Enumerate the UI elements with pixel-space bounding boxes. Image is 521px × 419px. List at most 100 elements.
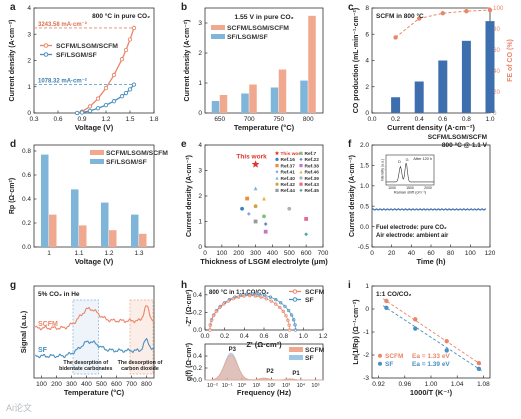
legend-marker [378, 353, 382, 358]
x-tick-label: 1.3 [134, 250, 143, 257]
y-tick-label: 1 [365, 283, 369, 290]
panel-a: a 0.3 0.6 0.9 1.2 1.5 1.8 Voltage (V) 0 1 2 3 4 Curre… [9, 2, 159, 132]
series-1-point [119, 94, 125, 99]
watermark: Ai论文 [6, 403, 33, 413]
stability-line [371, 208, 487, 211]
x-tick-label: 0.0 [367, 116, 376, 123]
legend-swatch [289, 355, 303, 360]
y-axis-label: Current density (A·cm⁻²) [184, 20, 191, 102]
series-1-point [95, 106, 101, 111]
drt-scfm-area [204, 354, 323, 381]
y-tick-label: 1.0 [360, 183, 369, 190]
y-tick-label: 0 [365, 306, 369, 313]
y-tick-label: 2.0 [360, 142, 369, 149]
x-tick-label: 200 [233, 250, 244, 257]
bar-1.3-1 [139, 233, 147, 247]
bar-1.2-1 [109, 230, 117, 247]
inset-peak-g: G [406, 158, 409, 162]
series-0-point [131, 25, 137, 31]
x-tick-label: 0.8 [279, 333, 288, 340]
panel-c: c 0.0 0.2 0.4 0.6 0.8 1.0 Current density (A·cm… [348, 2, 514, 132]
x-tick-label: 700 [126, 381, 137, 388]
x-tick-label: 1.8 [149, 116, 158, 123]
y-tick-label: 3 [198, 20, 202, 27]
x-tick-label: 20 [388, 250, 396, 257]
x-tick-label: 700 [244, 116, 255, 123]
inset-x-tick: 1000 [388, 186, 396, 190]
x-tick-label: 1 [47, 250, 51, 257]
inset-raman-line [386, 162, 434, 183]
x-tick-label: 0.2 [391, 116, 400, 123]
y-axis-label: Current density (A·cm⁻²) [186, 155, 193, 237]
x-axis-label: Current density (A·cm⁻²) [387, 123, 475, 132]
series-0-point [444, 339, 449, 344]
legend-label: Ref.43 [305, 182, 320, 188]
series-0-point [119, 57, 125, 62]
x-tick-label: 10² [267, 383, 275, 389]
fe-point [393, 35, 398, 40]
x-tick-label: 0.6 [259, 333, 268, 340]
series-label-scfm: SCFM [38, 321, 58, 328]
y-tick-label: 1 [198, 219, 202, 226]
x-tick-label: 60 [427, 250, 435, 257]
legend-label: SF [305, 355, 314, 362]
legend-label: Ref.39 [305, 176, 320, 182]
co-production-bar [485, 21, 495, 113]
y-tick-label: 2 [198, 50, 202, 57]
y-tick-label: 1 [198, 80, 202, 87]
x-tick-label: 0.92 [372, 381, 385, 388]
bar-750-1 [278, 69, 287, 113]
legend-label: Ref.44 [281, 188, 296, 194]
this-work-label: This work [236, 153, 267, 160]
bar-1.2-0 [101, 202, 109, 247]
point-5 [253, 204, 258, 209]
legend-label: SCFM/LSGM/SCFM [227, 25, 289, 32]
x-tick-label: 100 [36, 381, 47, 388]
point-11 [287, 206, 292, 211]
tpd-scfm-line [35, 305, 155, 331]
y-tick-label: 0 [27, 110, 31, 117]
legend-marker [275, 188, 279, 192]
y2-tick-label: 0 [493, 110, 497, 117]
legend-label: Ref.45 [305, 188, 320, 194]
x-tick-label: 0.6 [53, 116, 62, 123]
annotation: SCFM in 800 °C [376, 12, 424, 20]
x-tick-label: 500 [96, 381, 107, 388]
legend-marker [299, 170, 303, 174]
fe-point [440, 11, 445, 16]
note-fuel: Fuel electrode: pure CO₂ [376, 225, 447, 231]
co-production-bar [414, 81, 424, 113]
x-tick-label: 1.2 [101, 116, 110, 123]
y-tick-label: 0.5 [360, 203, 369, 210]
series-0-point [87, 104, 93, 109]
series-1-point [131, 82, 137, 87]
y2-tick-label: 40 [493, 68, 500, 75]
annotation-line2: 800 °C @ 1.1 V [442, 141, 488, 149]
bar-800-1 [308, 15, 316, 113]
legend-marker [299, 151, 303, 155]
x-tick-label: 1.5 [125, 116, 134, 123]
annotation: 800 °C in pure CO₂ [92, 12, 150, 20]
y-tick-label: 2 [198, 193, 202, 200]
legend-label: Ref.22 [305, 157, 320, 163]
x-axis-label: Time (h) [416, 257, 446, 266]
fe-point [417, 16, 422, 21]
inset-peak-d: D [398, 160, 401, 164]
legend-label: SF [305, 297, 314, 304]
x-tick-label: 650 [214, 116, 225, 123]
y-tick-label: 0 [365, 110, 369, 117]
callout-low: 1078.32 mA·cm⁻² [38, 78, 87, 85]
y-tick-label: 0.4 [22, 196, 31, 203]
series-1-line [77, 84, 135, 114]
bar-1.3-0 [131, 214, 139, 247]
legend-label: SF [385, 361, 393, 368]
y-tick-label: 0.4 [193, 353, 202, 360]
y-axis-label: Rp (Ω·cm²) [9, 178, 16, 214]
legend-label: Ref.37 [281, 163, 296, 169]
fe-point [464, 8, 469, 14]
series-1-point [413, 326, 418, 331]
x-tick-label: 600 [301, 250, 312, 257]
bar-700-1 [249, 84, 257, 113]
y-tick-label: 1.5 [360, 163, 369, 170]
x-tick-label: 300 [250, 250, 261, 257]
